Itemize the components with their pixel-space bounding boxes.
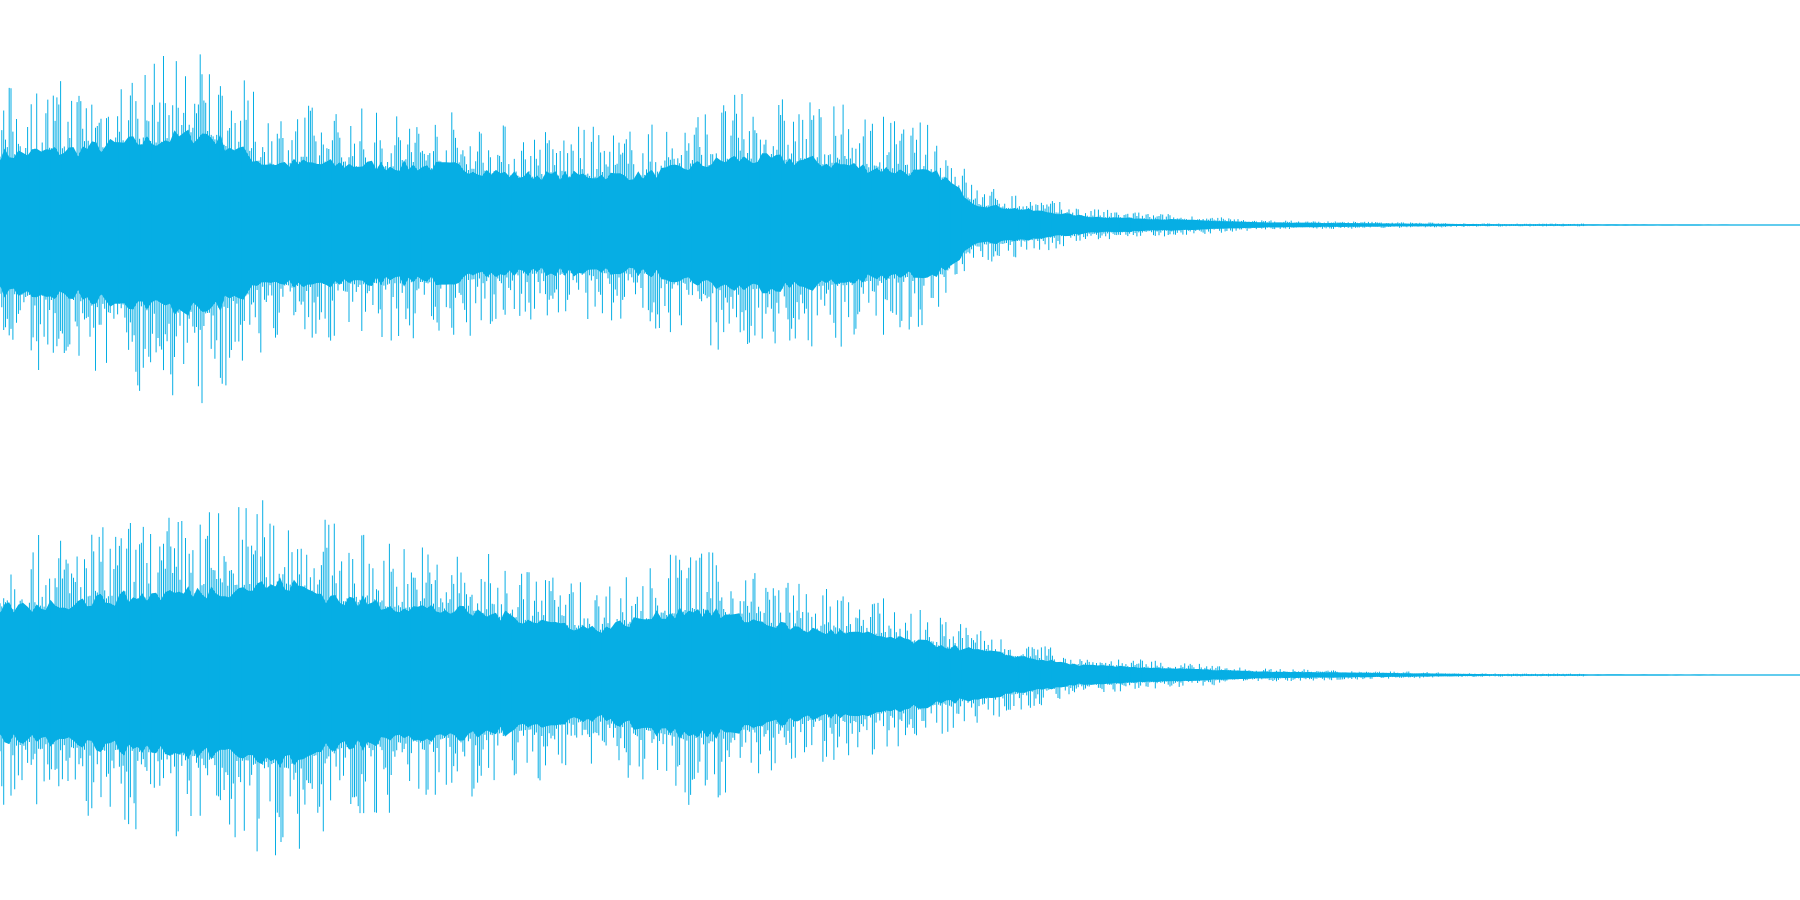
waveform-view <box>0 54 1800 856</box>
page: (() => { const data = JSON.parse(documen… <box>0 54 1800 856</box>
